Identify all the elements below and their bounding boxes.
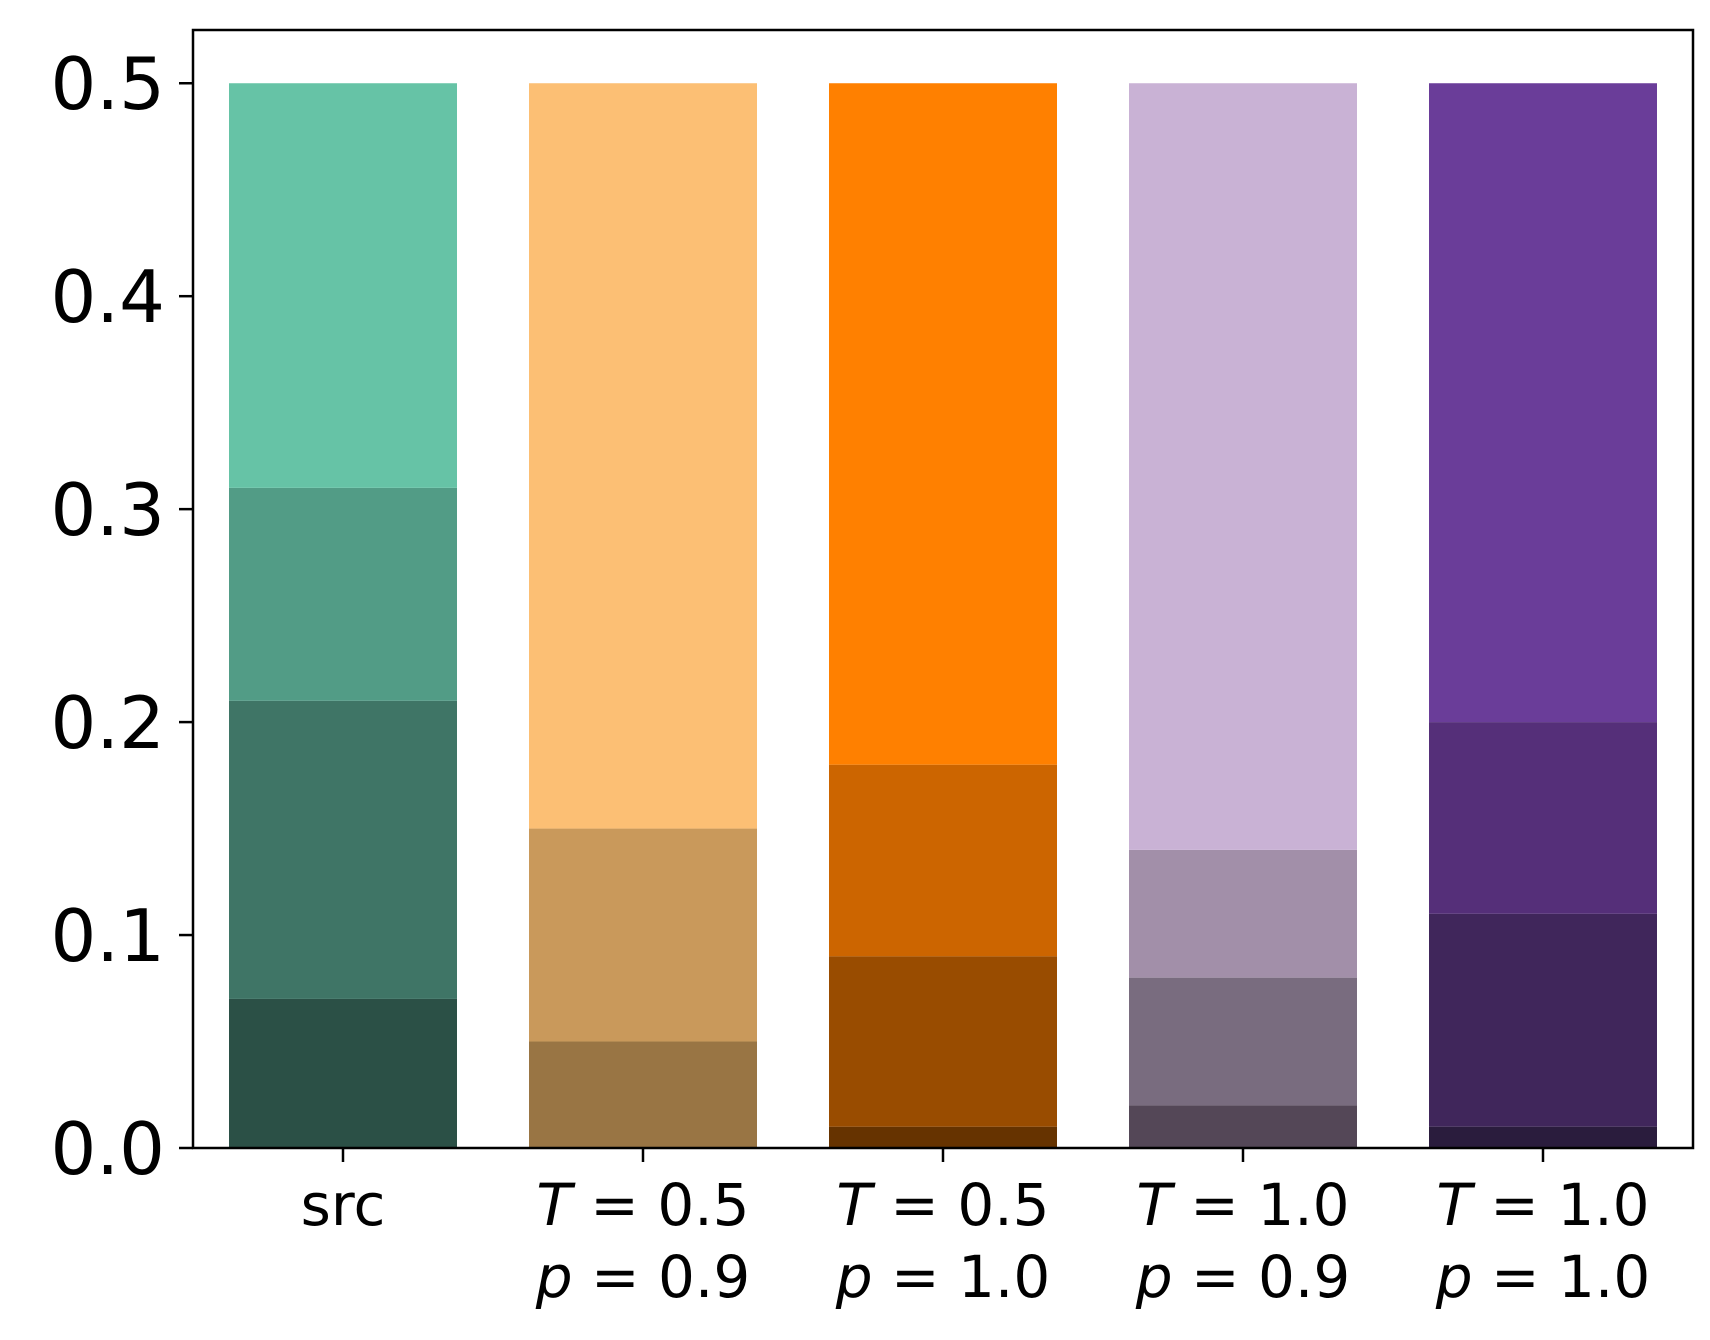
bar-segment-2-1 xyxy=(829,956,1057,1127)
y-tick-label: 0.4 xyxy=(50,255,165,339)
x-axis: src T = 0.5p = 0.9T = 0.5p = 1.0T = 1.0p … xyxy=(301,1148,1651,1311)
y-tick-label: 0.0 xyxy=(50,1107,165,1191)
bar-segment-1-2 xyxy=(529,83,757,829)
bar-segment-4-0 xyxy=(1429,1126,1657,1148)
bar-segment-2-3 xyxy=(829,83,1057,765)
x-tick-label: p = 0.9 xyxy=(1135,1243,1351,1311)
bar-segment-3-3 xyxy=(1129,83,1357,850)
x-tick-label: T = 0.5 xyxy=(836,1171,1049,1239)
bar-segment-3-0 xyxy=(1129,1105,1357,1148)
bar-segment-4-3 xyxy=(1429,83,1657,723)
bars-layer xyxy=(229,83,1657,1148)
y-tick-label: 0.3 xyxy=(50,468,165,552)
y-tick-label: 0.1 xyxy=(50,894,165,978)
bar-segment-4-2 xyxy=(1429,722,1657,914)
plot-frame xyxy=(191,28,1695,1150)
x-tick-label: p = 1.0 xyxy=(1435,1243,1651,1311)
bar-segment-2-2 xyxy=(829,764,1057,957)
bar-segment-4-1 xyxy=(1429,913,1657,1127)
x-tick-label: T = 1.0 xyxy=(1436,1171,1649,1239)
bar-segment-0-1 xyxy=(229,700,457,999)
bar-segment-1-0 xyxy=(529,1041,757,1148)
bar-segment-0-0 xyxy=(229,998,457,1148)
bar-segment-3-1 xyxy=(1129,977,1357,1106)
bar-segment-2-0 xyxy=(829,1126,1057,1148)
y-tick-label: 0.2 xyxy=(50,681,165,765)
bar-segment-3-2 xyxy=(1129,849,1357,978)
x-tick-label: T = 1.0 xyxy=(1136,1171,1349,1239)
x-tick-label: p = 0.9 xyxy=(535,1243,751,1311)
bar-segment-0-2 xyxy=(229,487,457,701)
y-axis: 0.0 0.1 0.2 0.3 0.4 0.5 xyxy=(50,42,193,1191)
x-tick-label: src xyxy=(301,1171,386,1239)
x-tick-label: T = 0.5 xyxy=(536,1171,749,1239)
y-tick-label: 0.5 xyxy=(50,42,165,126)
bar-segment-0-3 xyxy=(229,83,457,488)
bar-segment-1-1 xyxy=(529,828,757,1042)
x-tick-label: p = 1.0 xyxy=(835,1243,1051,1311)
